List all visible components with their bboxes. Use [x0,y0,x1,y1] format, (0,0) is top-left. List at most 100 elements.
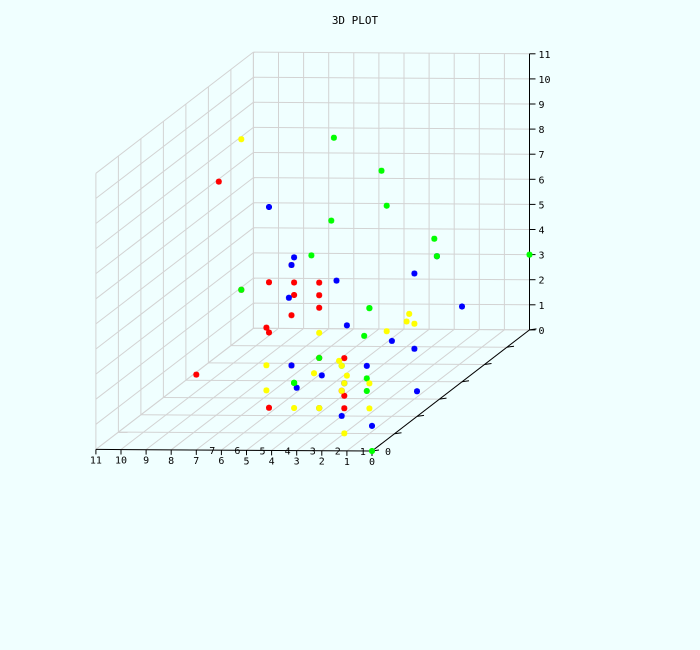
data-point [366,305,373,312]
data-point [378,167,385,174]
data-point [341,430,348,437]
z-tick-label: 2 [539,276,545,287]
z-tick-label: 5 [539,200,545,211]
data-point [366,380,373,387]
x-tick-label: 5 [243,456,249,467]
data-point [316,405,323,412]
y-tick [394,432,402,435]
z-tick-label: 4 [539,226,545,237]
x-tick-label: 2 [319,457,325,468]
gridline [253,202,530,205]
data-point [363,375,370,382]
data-point [288,362,295,369]
gridline [253,152,530,155]
data-points [193,134,533,454]
data-point [338,412,345,419]
y-tick [461,380,470,383]
data-point [369,422,375,429]
gridline [118,431,395,435]
data-point [316,279,323,286]
axes [95,53,537,456]
gridline [321,329,480,452]
y-tick [416,414,425,417]
data-point [383,202,390,209]
x-tick-label: 1 [344,457,350,468]
gridline [230,345,508,348]
data-point [263,362,270,369]
gridline [195,328,355,451]
gridline [95,127,254,249]
x-tick-label: 4 [269,456,275,467]
data-point [411,320,418,327]
gridline [246,328,405,451]
data-point [291,379,298,386]
data-point [311,370,317,377]
data-point [293,384,300,391]
gridline [95,327,254,450]
data-point [341,405,348,412]
gridline [253,126,530,130]
gridline [253,76,530,80]
y-tick-label: 2 [335,447,341,458]
gridline [253,277,530,281]
data-point [215,178,222,185]
data-point [431,235,438,242]
data-point [341,380,348,387]
x-tick-label: 7 [193,456,199,467]
gridline [253,101,530,105]
x-tick-label: 10 [115,456,127,467]
data-point [328,217,335,224]
data-point [316,304,323,311]
data-point [318,372,325,379]
x-tick-label: 6 [218,456,224,467]
data-point [459,303,465,310]
gridline [95,277,254,400]
data-point [338,387,345,394]
data-point [411,270,418,277]
x-tick-label: 0 [369,457,375,468]
data-point [411,345,418,352]
y-tick-label: 5 [260,446,266,457]
gridline [346,329,505,452]
gridline [253,302,530,306]
data-point [330,134,337,141]
data-point [291,405,298,411]
z-tick-label: 0 [539,326,545,337]
gridline [253,252,530,256]
y-tick-label: 3 [310,447,316,458]
data-point [238,136,245,143]
gridline [95,252,254,375]
grid [95,51,530,452]
data-point [433,253,440,260]
data-point [238,286,245,293]
data-point [291,254,298,261]
x-tick-label: 8 [168,456,174,467]
data-point [369,448,375,454]
data-point [361,332,368,339]
data-point [366,405,373,412]
z-tick-label: 3 [539,251,545,262]
data-point [288,262,295,268]
data-point [263,387,270,394]
gridline [208,362,485,365]
data-point [383,328,390,335]
data-point [316,329,323,336]
x-tick-label: 3 [294,457,300,468]
data-point [266,329,272,336]
gridline [95,51,254,174]
data-point [403,318,410,325]
gridline [140,414,418,417]
data-point [285,294,292,301]
data-point [316,354,323,361]
gridline [145,328,304,450]
gridline [163,397,440,400]
data-point [526,251,533,258]
data-point [266,279,272,286]
data-point [388,337,395,344]
y-tick-label: 1 [360,447,366,458]
gridline [221,328,380,451]
z-tick-label: 7 [539,150,545,161]
gridline [95,76,254,199]
data-point [336,357,343,364]
